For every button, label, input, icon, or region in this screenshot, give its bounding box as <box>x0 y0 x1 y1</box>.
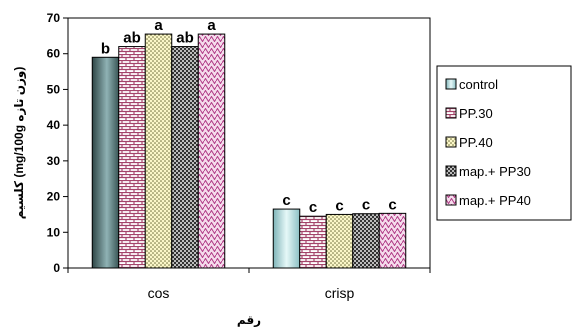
y-axis-label: کلسیم (mg/100g وزن تازه) <box>12 67 27 220</box>
x-axis: cos crisp <box>67 268 431 301</box>
y-axis: 0 10 20 30 40 50 60 70 <box>47 11 68 275</box>
bar-cos-control <box>91 56 120 269</box>
legend-swatch <box>445 194 457 206</box>
y-tick-label: 60 <box>47 47 61 61</box>
significance-letter: ab <box>123 30 141 47</box>
significance-letter: a <box>154 17 163 34</box>
legend-swatch <box>445 165 457 177</box>
bar-cos-map-pp40 <box>197 33 226 269</box>
y-tick-label: 0 <box>53 261 60 275</box>
bar-crisp-pp-30 <box>299 215 327 269</box>
x-tick-label-crisp: crisp <box>325 285 355 301</box>
y-tick-label: 20 <box>47 190 61 204</box>
legend-label: map.+ PP40 <box>459 193 531 208</box>
legend-box <box>436 65 572 221</box>
legend-swatch <box>445 107 457 119</box>
x-axis-label: رقم <box>237 313 261 327</box>
bar-cos-pp-30 <box>118 46 146 269</box>
legend-label: PP.40 <box>459 135 493 150</box>
legend-label: control <box>459 77 498 92</box>
y-tick-label: 50 <box>47 82 61 96</box>
significance-letter: c <box>388 196 396 213</box>
y-tick-label: 70 <box>47 11 61 25</box>
significance-letter: ab <box>176 30 194 47</box>
bar-crisp-control <box>272 208 301 269</box>
y-tick-label: 30 <box>47 154 61 168</box>
significance-letter: b <box>101 40 110 57</box>
bar-crisp-pp-40 <box>325 213 354 269</box>
legend-swatch <box>445 78 457 90</box>
significance-letter: c <box>282 192 290 209</box>
legend-label: PP.30 <box>459 106 493 121</box>
y-tick-label: 40 <box>47 118 61 132</box>
significance-letter: a <box>207 17 216 34</box>
bar-cos-pp-40 <box>144 33 173 269</box>
legend-swatch <box>445 136 457 148</box>
legend-label: map.+ PP30 <box>459 164 531 179</box>
bars-group <box>91 33 407 269</box>
significance-letter: c <box>362 197 370 214</box>
significance-letter: c <box>309 199 317 216</box>
y-tick-label: 10 <box>47 225 61 239</box>
bar-cos-map-pp30 <box>171 46 199 269</box>
bar-crisp-map-pp30 <box>352 213 380 269</box>
legend: control PP.30 PP.40 map.+ PP30 map.+ PP40 <box>445 77 531 208</box>
x-tick-label-cos: cos <box>148 285 170 301</box>
significance-letter: c <box>335 197 343 214</box>
bar-crisp-map-pp40 <box>378 212 407 269</box>
